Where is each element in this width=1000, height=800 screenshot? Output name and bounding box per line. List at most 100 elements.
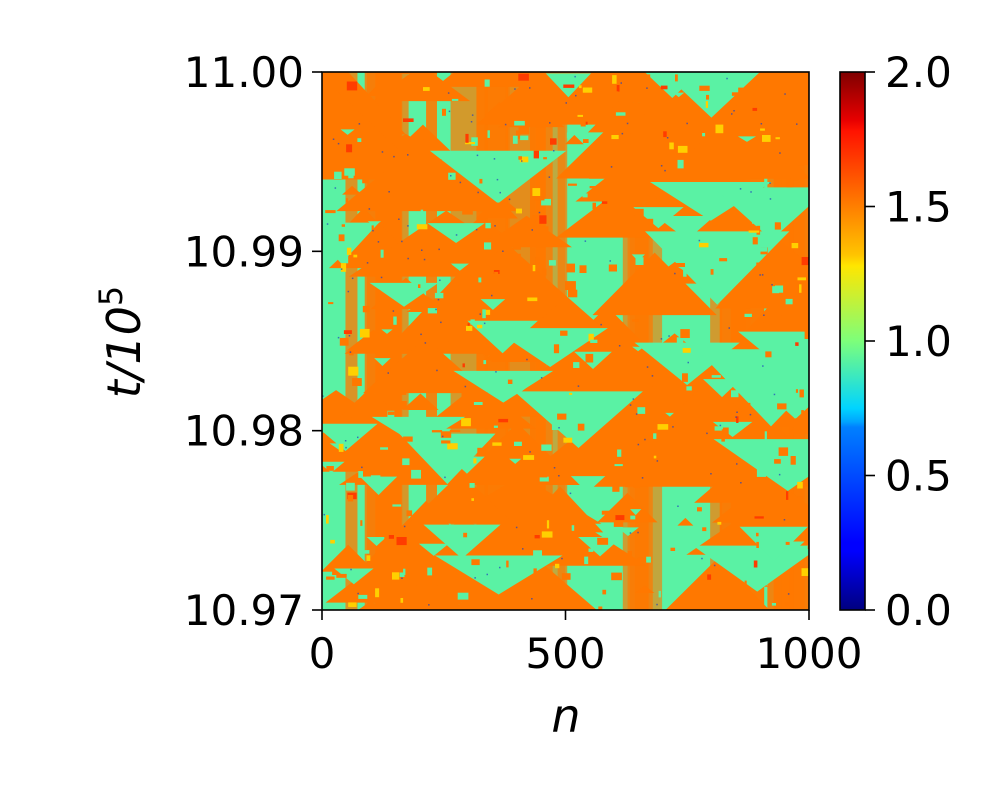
heatmap-cell — [736, 158, 739, 165]
heatmap-cell — [357, 397, 379, 406]
heatmap-cell — [487, 130, 490, 138]
heatmap-cell — [459, 181, 462, 184]
y-tick-label: 10.99 — [184, 227, 304, 276]
heatmap-cell — [756, 532, 759, 537]
heatmap-cell — [686, 386, 692, 391]
heatmap-cell — [423, 258, 426, 261]
heatmap-cell — [775, 137, 780, 140]
heatmap-cell — [778, 205, 784, 213]
heatmap-cell — [686, 122, 688, 125]
x-tick-label: 500 — [525, 629, 605, 678]
heatmap-cell — [786, 178, 793, 188]
heatmap-cell — [366, 262, 369, 264]
heatmap-cell — [557, 493, 575, 503]
heatmap-cell — [482, 550, 494, 555]
heatmap-cell — [477, 447, 486, 456]
heatmap-cell — [457, 592, 469, 600]
heatmap-cell — [704, 145, 710, 152]
heatmap-cell — [399, 433, 496, 485]
heatmap-cell — [728, 327, 730, 329]
colorbar-tick-label: 0.5 — [885, 452, 952, 501]
heatmap-cell — [795, 418, 804, 427]
heatmap-cell — [422, 358, 428, 368]
heatmap-cell — [653, 433, 657, 439]
heatmap-cell — [717, 521, 722, 525]
heatmap-cell — [341, 224, 345, 227]
heatmap-cell — [411, 469, 421, 479]
heatmap-cell — [437, 298, 440, 301]
heatmap-cell — [484, 79, 490, 87]
heatmap-cell — [380, 447, 388, 450]
heatmap-cell — [363, 550, 370, 554]
heatmap-cell — [615, 112, 626, 116]
heatmap-cell — [566, 132, 570, 139]
heatmap-cell — [461, 72, 482, 77]
heatmap-cell — [358, 123, 361, 125]
heatmap-cell — [626, 122, 629, 125]
heatmap-cell — [452, 243, 457, 250]
heatmap-cell — [731, 113, 733, 115]
heatmap-cell — [348, 335, 351, 337]
heatmap-cell — [338, 234, 345, 242]
heatmap-cell — [756, 262, 760, 272]
heatmap-cell — [532, 215, 543, 222]
heatmap-cell — [779, 152, 781, 154]
heatmap-cell — [402, 458, 410, 466]
heatmap-cell — [561, 557, 563, 560]
heatmap-cell — [366, 80, 399, 96]
heatmap-cell — [471, 559, 480, 566]
heatmap-cell — [471, 137, 478, 146]
heatmap-cell — [610, 166, 613, 168]
heatmap-cell — [423, 524, 501, 559]
heatmap-cell — [657, 238, 661, 243]
heatmap-cell — [452, 582, 470, 590]
heatmap-cell — [492, 442, 502, 446]
heatmap-cell — [637, 443, 640, 446]
heatmap-cell — [342, 254, 349, 264]
heatmap-cell — [560, 330, 568, 336]
heatmap-cell — [395, 171, 404, 180]
heatmap-cell — [416, 194, 424, 201]
heatmap-cell — [428, 604, 430, 606]
heatmap-cell — [601, 201, 608, 204]
heatmap-cell — [641, 477, 644, 479]
heatmap-cell — [641, 219, 647, 222]
heatmap-cell — [360, 520, 363, 526]
heatmap-cell — [555, 563, 560, 569]
heatmap-cell — [699, 85, 710, 91]
heatmap-cell — [542, 268, 547, 276]
heatmap-cell — [644, 74, 651, 78]
heatmap-cell — [531, 598, 533, 600]
heatmap-cell — [336, 136, 520, 212]
heatmap-cell — [485, 222, 491, 229]
heatmap-cell — [558, 427, 560, 429]
heatmap-cell — [789, 120, 797, 128]
heatmap-cell — [577, 385, 580, 387]
heatmap-cell — [345, 198, 349, 203]
heatmap-cell — [371, 225, 374, 235]
heatmap-cell — [706, 94, 710, 100]
heatmap-cell — [651, 375, 654, 377]
heatmap-cell — [801, 410, 804, 417]
heatmap-cell — [796, 123, 798, 125]
heatmap-cell — [403, 525, 406, 528]
heatmap-cell — [692, 444, 695, 453]
heatmap-cell — [550, 138, 557, 145]
heatmap-cell — [337, 336, 340, 339]
heatmap-cell — [630, 509, 642, 516]
heatmap-cell — [455, 234, 458, 236]
heatmap-cell — [651, 376, 673, 389]
heatmap-cell — [664, 169, 666, 172]
heatmap-cell — [646, 87, 648, 89]
heatmap-cell — [496, 178, 499, 181]
heatmap-cell — [556, 189, 685, 238]
heatmap-cell — [612, 483, 620, 492]
heatmap-cell — [377, 241, 380, 243]
heatmap-cell — [706, 260, 709, 267]
heatmap-cell — [558, 475, 560, 477]
heatmap-cell — [340, 268, 343, 270]
heatmap-cell — [368, 175, 378, 180]
heatmap-cell — [449, 429, 461, 432]
heatmap-cell — [731, 92, 743, 96]
heatmap-cell — [384, 535, 388, 543]
